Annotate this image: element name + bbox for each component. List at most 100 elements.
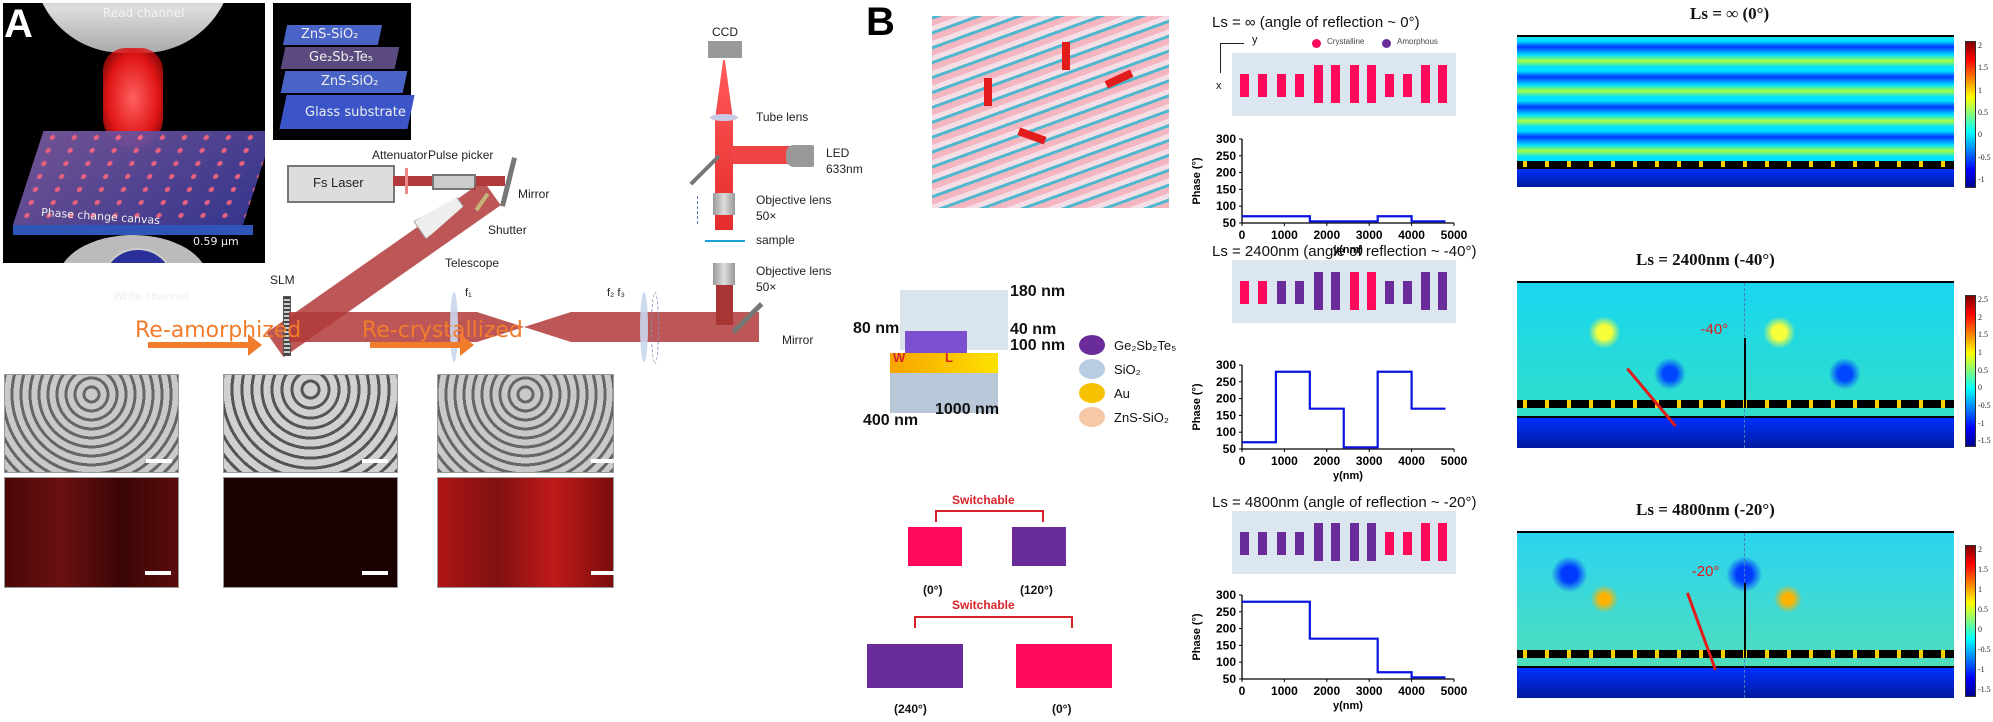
attenuator-label: Attenuator (372, 148, 428, 162)
legend-gst-icon (1079, 335, 1105, 355)
colorbar-tick-label: -1.5 (1978, 685, 1991, 694)
micrograph-recrystallized (437, 374, 614, 473)
amorphous-element (1240, 532, 1249, 555)
beam-led (730, 146, 790, 164)
write-objective-lower (60, 263, 250, 265)
objective-bottom-icon (713, 263, 735, 285)
amorphous-label: Amorphous (1397, 37, 1438, 46)
crystalline-element (1350, 272, 1359, 310)
pulse-picker-label: Pulse picker (428, 148, 494, 162)
state-phase-0b: (0°) (1052, 702, 1072, 716)
phase-series-line (1242, 370, 1446, 449)
legend-au-icon (1079, 383, 1105, 403)
y-axis-label: Phase (°) (1191, 157, 1203, 205)
field-map: -20° (1517, 531, 1954, 698)
beam-vertical-lower (716, 285, 733, 325)
switchable-label-1: Switchable (952, 493, 1015, 507)
x-axis-label: y(nm) (1333, 470, 1363, 482)
micrograph-reamorphized (223, 374, 398, 473)
colorbar-tick-label: 0 (1978, 625, 1982, 634)
x-tick-label: 4000 (1398, 228, 1425, 242)
incident-arrow-icon (1744, 583, 1747, 658)
colorbar-tick-label: 2 (1978, 41, 1982, 50)
crystalline-element (1331, 65, 1340, 103)
y-axis-label: Phase (°) (1191, 613, 1203, 661)
read-channel-label: Read channel (103, 6, 185, 20)
dim-80nm: 80 nm (853, 320, 900, 337)
phase-plot-title: Ls = 4800nm (angle of reflection ~ -20°) (1212, 494, 1477, 511)
crystalline-element (1421, 65, 1430, 103)
crystalline-dot-icon (1312, 39, 1321, 48)
lens-f1-label: f₁ (465, 287, 472, 299)
crystalline-element (1277, 74, 1286, 97)
crystalline-element (1385, 74, 1394, 97)
x-tick-label: 4000 (1398, 454, 1425, 468)
colorbar-tick-label: 1 (1978, 347, 1982, 357)
amorphous-element (1277, 281, 1286, 304)
tube-lens-label: Tube lens (756, 110, 809, 124)
switch-bracket-1 (935, 510, 1044, 522)
crystalline-element (1240, 281, 1249, 304)
amorphous-element (1438, 272, 1447, 310)
amorphous-element (1277, 532, 1286, 555)
colorbar-tick-label: 2.5 (1978, 295, 1988, 304)
x-tick-label: 0 (1239, 684, 1246, 698)
attenuator-icon (405, 168, 408, 194)
field-map (1517, 35, 1954, 187)
field-map-title: Ls = 4800nm (-20°) (1636, 500, 1775, 519)
x-tick-label: 1000 (1271, 228, 1298, 242)
metasurface-strip (1517, 400, 1954, 408)
fs-laser-box (287, 165, 395, 203)
scale-bar (362, 571, 388, 575)
phase-change-schematic: Read channel Phase change canvas 0.59 µm (3, 3, 265, 263)
dim-1000nm: 1000 nm (935, 401, 1000, 418)
colorbar-tick-label: -1.5 (1978, 436, 1991, 446)
dim-400nm: 400 nm (863, 412, 919, 429)
crystalline-element (1385, 532, 1394, 555)
state-amorphous-small (1012, 527, 1066, 566)
field-map-title: Ls = ∞ (0°) (1690, 4, 1770, 23)
x-tick-label: 2000 (1313, 228, 1340, 242)
x-tick-label: 3000 (1356, 454, 1383, 468)
objective-bottom-label: Objective lens (756, 264, 832, 278)
y-tick-label: 300 (1216, 358, 1236, 372)
colorbar-tick-label: -1 (1978, 665, 1985, 674)
panel-letter-a: A (4, 2, 33, 46)
y-tick-label: 300 (1216, 132, 1236, 146)
x-tick-label: 3000 (1356, 228, 1383, 242)
crystalline-element (1421, 523, 1430, 561)
w-label: W (893, 350, 906, 365)
transition-label-1: Re-amorphized (135, 318, 302, 343)
x-tick-label: 2000 (1313, 454, 1340, 468)
x-tick-label: 4000 (1398, 684, 1425, 698)
x-tick-label: 2000 (1313, 684, 1340, 698)
crystalline-label: Crystalline (1327, 37, 1365, 46)
state-crystalline-large (1016, 644, 1112, 688)
phase-series-line (1242, 600, 1446, 679)
sample-icon (705, 240, 745, 242)
spacing-label: 0.59 µm (193, 235, 239, 248)
phase-plot-title: Ls = ∞ (angle of reflection ~ 0°) (1212, 14, 1420, 31)
legend-sio2-label: SiO₂ (1114, 362, 1141, 377)
amorphous-element (1331, 272, 1340, 310)
colorbar-tick-label: -0.5 (1978, 400, 1991, 410)
led-icon (786, 145, 814, 167)
stack-layer-3-label: ZnS-SiO₂ (321, 74, 379, 89)
stack-layer-4-label: Glass substrate (305, 105, 406, 120)
legend-zns-icon (1079, 407, 1105, 427)
scale-bar (145, 571, 171, 575)
scale-bar (146, 459, 172, 463)
switchable-label-2: Switchable (952, 598, 1015, 612)
x-tick-label: 1000 (1271, 684, 1298, 698)
state-phase-0: (0°) (923, 583, 943, 597)
panel-letter-b: B (866, 0, 895, 44)
field-map-title: Ls = 2400nm (-40°) (1636, 250, 1775, 269)
y-tick-label: 150 (1216, 408, 1236, 422)
x-tick-label: 1000 (1271, 454, 1298, 468)
amorphous-element (1385, 281, 1394, 304)
state-phase-120: (120°) (1020, 583, 1053, 597)
angle-label: -20° (1691, 563, 1720, 580)
colorbar-tick-label: 0 (1978, 130, 1982, 140)
objective-top-mag: 50× (756, 209, 777, 223)
